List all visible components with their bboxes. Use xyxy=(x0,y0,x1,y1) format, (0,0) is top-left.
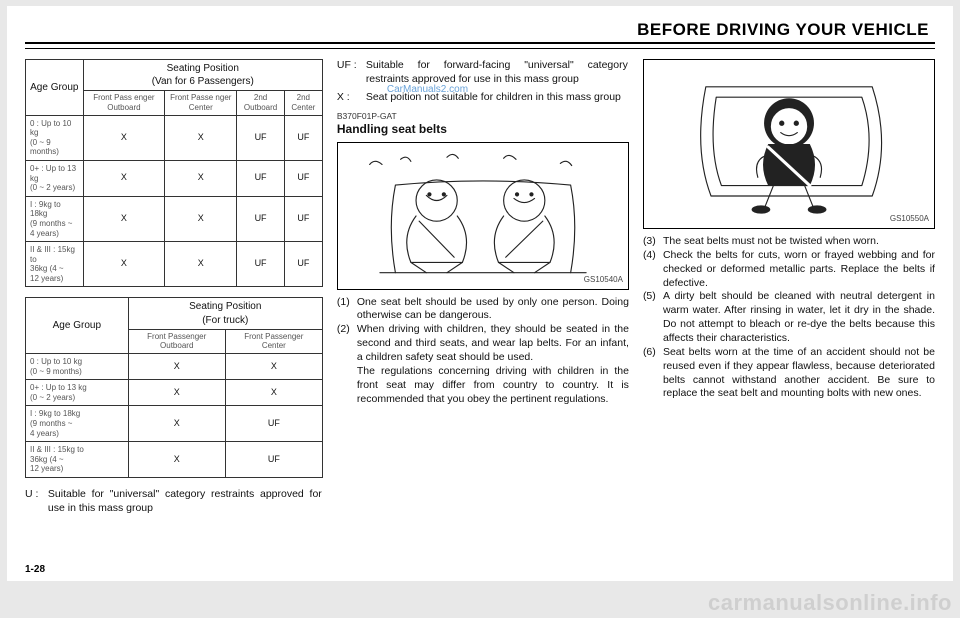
para-5: (5) A dirty belt should be cleaned with … xyxy=(643,290,935,345)
watermark-mid: CarManuals2.com xyxy=(387,83,468,96)
legend-u: U : Suitable for "universal" category re… xyxy=(25,488,323,516)
page-number: 1-28 xyxy=(25,564,45,575)
page-header: BEFORE DRIVING YOUR VEHICLE xyxy=(25,20,935,40)
watermark-bottom: carmanualsonline.info xyxy=(708,590,952,616)
t1-age-head: Age Group xyxy=(26,60,84,116)
section-title: Handling seat belts xyxy=(337,122,629,138)
para-1: (1) One seat belt should be used by only… xyxy=(337,296,629,324)
children-seatbelt-icon xyxy=(344,149,622,283)
legend-uf: UF : Suitable for forward-facing "univer… xyxy=(337,59,629,87)
t1-seat-head: Seating Position (Van for 6 Passengers) xyxy=(83,60,322,91)
para-4: (4) Check the belts for cuts, worn or fr… xyxy=(643,249,935,291)
illustration-children: GS10540A xyxy=(337,142,629,290)
header-rule-thick xyxy=(25,42,935,44)
page: BEFORE DRIVING YOUR VEHICLE Age Group Se… xyxy=(7,6,953,581)
child-carseat-icon xyxy=(650,66,928,222)
table-van: Age Group Seating Position (Van for 6 Pa… xyxy=(25,59,323,287)
column-3: GS10550A (3) The seat belts must not be … xyxy=(643,59,935,564)
para-2a: (2) When driving with children, they sho… xyxy=(337,323,629,365)
column-2: UF : Suitable for forward-facing "univer… xyxy=(337,59,629,564)
column-1: Age Group Seating Position (Van for 6 Pa… xyxy=(25,59,323,564)
para-2b: The regulations concerning driving with … xyxy=(337,365,629,407)
table-truck: Age Group Seating Position (For truck) F… xyxy=(25,297,323,478)
legend-x: X : Seat poition not suitable for childr… xyxy=(337,91,629,105)
header-rule-thin xyxy=(25,48,935,49)
columns: Age Group Seating Position (Van for 6 Pa… xyxy=(25,59,935,564)
section-code: B370F01P-GAT xyxy=(337,111,629,122)
para-3: (3) The seat belts must not be twisted w… xyxy=(643,235,935,249)
para-6: (6) Seat belts worn at the time of an ac… xyxy=(643,346,935,401)
illustration-child-seated: GS10550A xyxy=(643,59,935,229)
